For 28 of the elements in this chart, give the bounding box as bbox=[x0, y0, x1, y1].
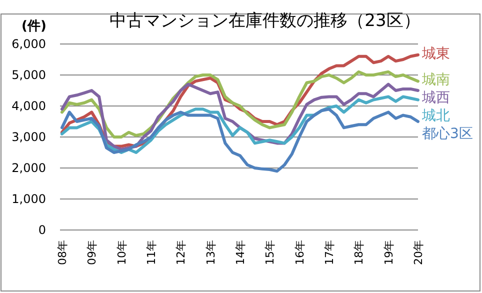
y-axis-title: (件) bbox=[22, 19, 46, 34]
x-tick-label: 19年 bbox=[382, 240, 396, 265]
y-tick-label: 4,000 bbox=[12, 99, 46, 113]
x-tick-label: 17年 bbox=[323, 240, 336, 265]
y-tick-label: 1,000 bbox=[12, 192, 46, 206]
x-tick-label: 11年 bbox=[145, 240, 158, 265]
x-tick-label: 16年 bbox=[293, 240, 306, 265]
x-tick-label: 09年 bbox=[86, 240, 99, 265]
x-tick-label: 12年 bbox=[174, 240, 188, 265]
x-tick-label: 20年 bbox=[412, 240, 425, 265]
y-tick-label: 2,000 bbox=[12, 161, 46, 175]
line-series bbox=[60, 108, 420, 173]
series-label: 城南 bbox=[421, 72, 450, 88]
x-tick-label: 13年 bbox=[204, 240, 218, 265]
series-label: 城北 bbox=[421, 108, 450, 124]
y-tick-label: 5,000 bbox=[12, 68, 46, 82]
x-tick-label: 08年 bbox=[56, 240, 69, 265]
x-tick-label: 15年 bbox=[264, 240, 277, 265]
x-tick-label: 10年 bbox=[115, 240, 128, 265]
series-label: 都心3区 bbox=[422, 126, 473, 142]
x-tick-label: 14年 bbox=[234, 240, 247, 265]
y-tick-label: 0 bbox=[38, 223, 46, 237]
series-label: 城東 bbox=[421, 46, 450, 62]
y-tick-label: 3,000 bbox=[12, 130, 46, 144]
y-tick-label: 6,000 bbox=[12, 37, 46, 51]
x-tick-label: 18年 bbox=[352, 240, 366, 265]
series-label: 城西 bbox=[421, 90, 450, 106]
chart-title: 中古マンション在庫件数の推移（23区） bbox=[110, 11, 420, 31]
